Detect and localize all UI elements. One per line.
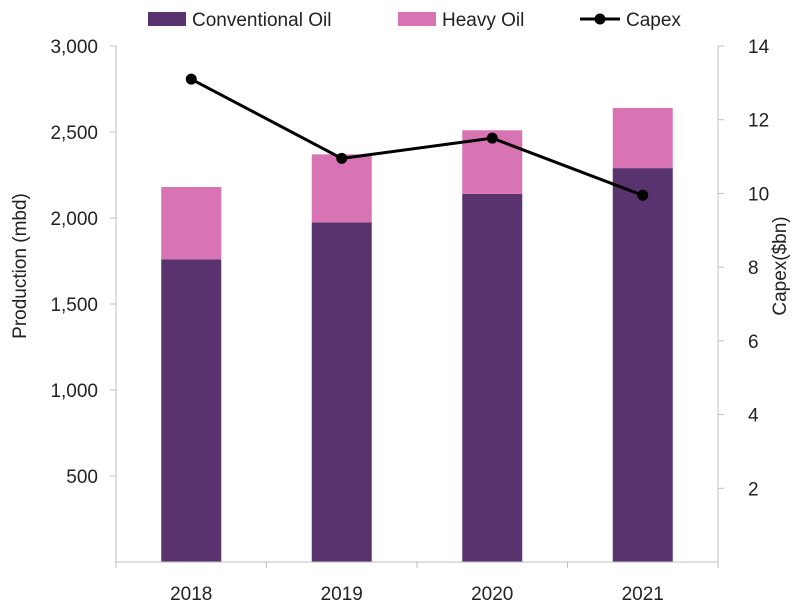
capex-point-2019	[336, 152, 348, 164]
y-tick-label: 3,000	[50, 37, 98, 58]
legend-label-conventional-oil: Conventional Oil	[192, 10, 331, 31]
y2-tick-label: 2	[748, 479, 759, 500]
y2-tick-label: 12	[748, 111, 769, 132]
y2-tick-label: 6	[748, 332, 759, 353]
legend-label-heavy-oil: Heavy Oil	[442, 10, 524, 31]
bar-conventional-oil-2018	[161, 259, 222, 562]
legend-swatch-conventional-oil	[148, 12, 186, 26]
capex-line-path	[190, 77, 644, 197]
y2-tick-label: 4	[748, 406, 759, 427]
x-tick-label: 2021	[622, 584, 664, 605]
bar-conventional-oil-2020	[462, 193, 523, 563]
y-tick-label: 2,500	[50, 123, 98, 144]
legend-swatch-heavy-oil	[398, 12, 436, 26]
y2-tick-label: 14	[748, 37, 770, 58]
legend-label-capex: Capex	[626, 10, 681, 31]
capex-point-2020	[486, 132, 498, 144]
x-tick-label: 2020	[471, 584, 513, 605]
bar-heavy-oil-2019	[311, 154, 372, 223]
y-tick-label: 500	[66, 467, 98, 488]
x-tick-label: 2019	[321, 584, 363, 605]
y-tick-label: 2,000	[50, 209, 98, 230]
axes: 500 1,000 1,500 2,000 2,500 3,000 2 4 6 8 10 12 14 20…	[50, 37, 769, 605]
capex-line	[185, 73, 649, 201]
legend: Conventional Oil Heavy Oil Capex	[148, 10, 681, 31]
y-axis-title: Production (mbd)	[10, 193, 31, 339]
y2-tick-label: 10	[748, 184, 769, 205]
x-tick-label: 2018	[170, 584, 212, 605]
bar-heavy-oil-2021	[612, 107, 673, 169]
y2-tick-label: 8	[748, 258, 759, 279]
y2-axis-title: Capex($bn)	[770, 216, 791, 315]
bar-conventional-oil-2021	[612, 168, 673, 562]
legend-marker-capex	[594, 13, 606, 25]
capex-point-2018	[185, 73, 197, 85]
y-tick-label: 1,000	[50, 381, 98, 402]
bar-heavy-oil-2018	[161, 187, 222, 260]
y-tick-label: 1,500	[50, 295, 98, 316]
bars	[161, 107, 673, 563]
capex-point-2021	[637, 189, 649, 201]
bar-conventional-oil-2019	[311, 222, 372, 563]
